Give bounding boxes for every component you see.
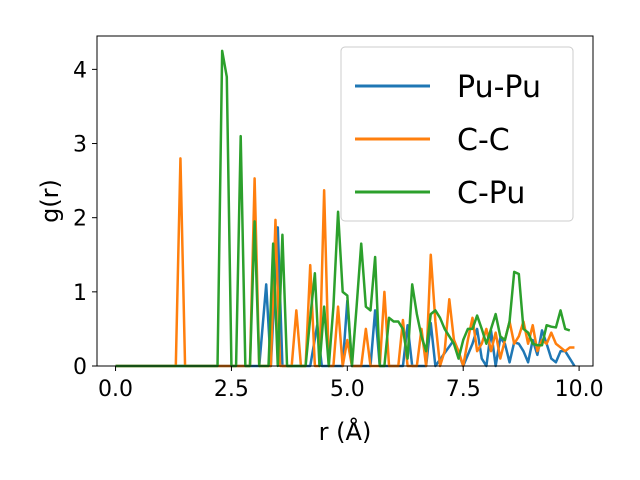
legend-label-0: Pu-Pu bbox=[457, 70, 541, 105]
x-tick-label-2: 5.0 bbox=[330, 377, 365, 402]
y-axis-label: g(r) bbox=[36, 179, 64, 223]
series-line-2 bbox=[115, 49, 571, 368]
x-tick-label-1: 2.5 bbox=[214, 377, 249, 402]
x-axis-label: r (Å) bbox=[319, 417, 372, 446]
legend-box bbox=[340, 46, 574, 222]
x-tick-label-3: 7.5 bbox=[446, 377, 481, 402]
legend: Pu-Pu C-C C-Pu bbox=[340, 46, 574, 222]
legend-label-1: C-C bbox=[457, 123, 510, 158]
x-tick-label-4: 10.0 bbox=[555, 377, 604, 402]
y-tick-label-4: 4 bbox=[73, 58, 87, 83]
axes-frame bbox=[96, 35, 594, 367]
y-tick-label-0: 0 bbox=[73, 355, 87, 380]
y-tick-label-1: 1 bbox=[73, 281, 87, 306]
legend-label-2: C-Pu bbox=[457, 176, 525, 211]
y-tick-label-2: 2 bbox=[73, 207, 87, 232]
ticks-layer: 0.0 2.5 5.0 7.5 10.0 0 1 2 3 4 bbox=[73, 58, 604, 402]
y-tick-label-3: 3 bbox=[73, 133, 87, 158]
x-tick-label-0: 0.0 bbox=[98, 377, 133, 402]
